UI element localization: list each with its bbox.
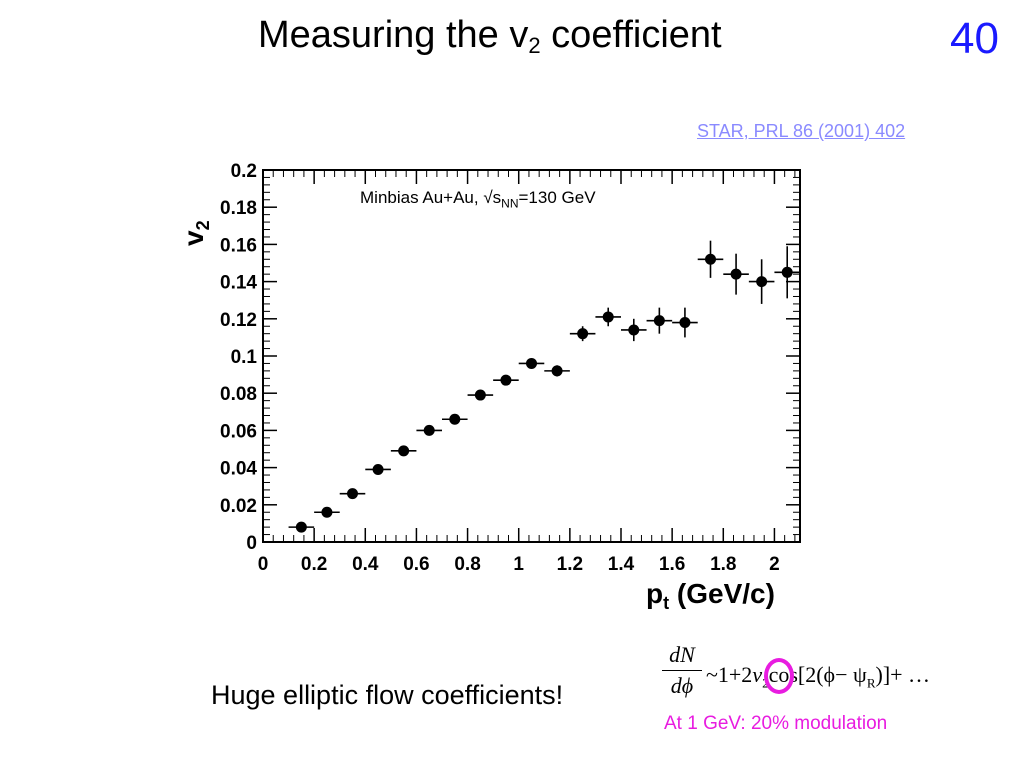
data-point (628, 324, 640, 336)
title-sub: 2 (528, 33, 541, 58)
formula-denominator: dϕ (670, 673, 694, 698)
x-tick-label: 1.8 (710, 554, 736, 575)
x-tick-label: 2 (769, 554, 780, 575)
modulation-note: At 1 GeV: 20% modulation (664, 713, 888, 734)
y-tick-label: 0.14 (220, 273, 257, 294)
annotation-sub: NN (501, 196, 519, 211)
data-point (474, 389, 486, 401)
caption: Huge elliptic flow coefficients! (211, 680, 564, 710)
x-tick-label: 0 (258, 554, 269, 575)
data-point (577, 328, 589, 340)
x-tick-label: 1 (513, 554, 524, 575)
y-tick-label: 0 (246, 533, 257, 554)
x-axis-title: pt (GeV/c) (646, 578, 775, 614)
data-point (602, 311, 614, 323)
x-tick-label: 0.2 (301, 554, 327, 575)
title-main: Measuring the v (258, 14, 529, 56)
data-point (679, 317, 691, 329)
x-tick-label: 1.2 (557, 554, 583, 575)
x-tick-label: 0.4 (352, 554, 379, 575)
data-point (423, 424, 435, 436)
xlabel-rest: (GeV/c) (669, 578, 775, 609)
data-point (500, 374, 512, 386)
data-point (730, 268, 742, 280)
data-point (295, 521, 307, 533)
annotation-suffix: =130 GeV (518, 188, 596, 207)
data-point (526, 357, 537, 369)
y-tick-label: 0.04 (220, 459, 257, 480)
annotation-prefix: Minbias Au+Au, √s (360, 188, 502, 207)
data-points (288, 240, 800, 533)
data-point (449, 413, 461, 425)
plot-frame (262, 169, 801, 543)
formula-v: v (752, 662, 763, 687)
formula-rhs: ~1+2v2cos[2(ϕ− ψR)]+ … (706, 662, 930, 691)
tick-labels: 0 0.02 0.04 0.06 0.08 0.1 0.12 0.14 0.16 0.18 0.2 0… (220, 161, 780, 575)
fraction-bar (662, 670, 702, 671)
y-tick-label: 0.18 (220, 198, 257, 219)
title-rest: coefficient (540, 14, 722, 56)
data-point (756, 276, 768, 288)
data-point (705, 253, 716, 265)
data-point (781, 266, 793, 278)
formula-fraction: dN dϕ (662, 642, 702, 699)
data-point (347, 488, 358, 500)
formula-numerator: dN (669, 642, 695, 667)
y-axis-title: v2 (178, 186, 218, 246)
formula-rhs-c: )]+ … (875, 662, 931, 687)
slide-number: 40 (950, 14, 999, 63)
data-point (551, 365, 563, 377)
y-tick-label: 0.1 (231, 347, 258, 368)
page-title: Measuring the v2 coefficient (258, 14, 722, 59)
x-tick-label: 0.8 (454, 554, 480, 575)
y-tick-label: 0.02 (220, 496, 257, 517)
ylabel-main: v (178, 230, 209, 246)
data-point (372, 463, 384, 475)
y-tick-label: 0.08 (220, 384, 257, 405)
x-tick-label: 0.6 (403, 554, 429, 575)
data-point (398, 445, 410, 457)
y-tick-label: 0.2 (231, 161, 257, 182)
data-point (321, 506, 333, 518)
axis-ticks (262, 169, 800, 543)
ylabel-sub: 2 (193, 220, 213, 231)
chart-annotation: Minbias Au+Au, √sNN=130 GeV (360, 188, 596, 210)
xlabel-sub: t (663, 593, 670, 613)
y-tick-label: 0.12 (220, 310, 257, 331)
data-point (653, 315, 665, 327)
reference-link[interactable]: STAR, PRL 86 (2001) 402 (697, 121, 906, 141)
y-tick-label: 0.06 (220, 421, 257, 442)
v2-highlight-circle (764, 658, 794, 694)
y-tick-label: 0.16 (220, 235, 257, 256)
xlabel-main: p (646, 578, 664, 609)
x-tick-label: 1.6 (659, 554, 685, 575)
formula-psi-sub: R (866, 675, 876, 691)
formula-rhs-a: ~1+2 (706, 662, 753, 687)
x-tick-label: 1.4 (608, 554, 635, 575)
plot-border (262, 169, 801, 543)
